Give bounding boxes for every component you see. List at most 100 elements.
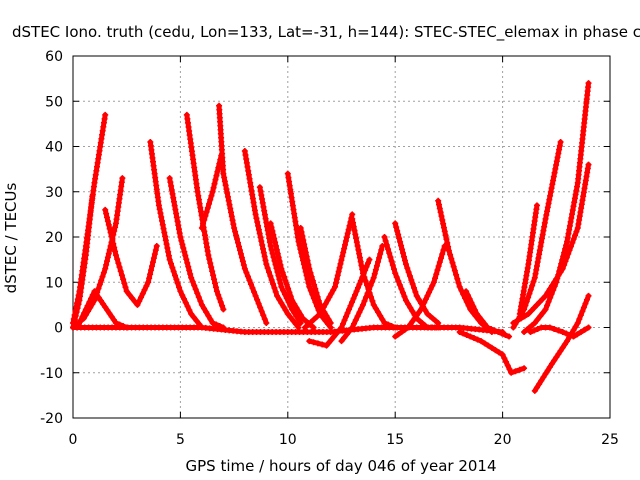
data-point-marker — [289, 306, 296, 313]
data-point-marker — [118, 272, 125, 279]
series-arc-11 — [241, 148, 302, 331]
data-point-marker — [311, 316, 318, 323]
data-point-marker — [439, 251, 446, 258]
series-arc-21 — [392, 220, 442, 326]
series-arc-13 — [267, 220, 317, 331]
data-point-marker — [168, 260, 175, 267]
data-point-marker — [292, 321, 299, 328]
data-point-marker — [302, 249, 309, 256]
data-point-marker — [129, 295, 136, 302]
data-point-marker — [301, 324, 308, 331]
data-point-marker — [562, 258, 569, 265]
data-point-marker — [354, 313, 361, 320]
data-point-marker — [346, 306, 353, 313]
data-point-marker — [189, 278, 196, 285]
data-point-marker — [415, 309, 422, 316]
data-point-marker — [547, 192, 554, 199]
data-point-marker — [343, 234, 350, 241]
data-point-marker — [563, 330, 570, 337]
data-point-marker — [396, 281, 403, 288]
data-point-marker — [525, 294, 532, 301]
data-point-marker — [526, 290, 533, 297]
data-point-marker — [389, 262, 396, 269]
data-point-marker — [523, 298, 530, 305]
data-point-marker — [328, 336, 335, 343]
data-point-marker — [97, 297, 104, 304]
data-point-marker — [318, 307, 325, 314]
x-tick-label: 15 — [386, 432, 404, 448]
data-point-marker — [442, 232, 449, 239]
data-point-marker — [379, 243, 386, 250]
data-point-marker — [508, 369, 515, 376]
data-point-marker — [565, 250, 572, 257]
data-point-marker — [460, 330, 467, 337]
data-point-marker — [366, 256, 373, 263]
data-point-marker — [359, 270, 366, 277]
data-point-marker — [450, 263, 457, 270]
data-point-marker — [201, 305, 208, 312]
data-point-marker — [172, 272, 179, 279]
data-point-marker — [212, 280, 219, 287]
data-point-marker — [436, 259, 443, 266]
y-tick-label: -20 — [40, 411, 63, 427]
data-point-marker — [310, 339, 317, 346]
data-point-marker — [585, 80, 592, 87]
data-point-marker — [276, 276, 283, 283]
data-point-marker — [543, 212, 550, 219]
data-point-marker — [212, 284, 219, 291]
data-point-marker — [146, 275, 153, 282]
data-point-marker — [267, 220, 274, 227]
data-point-marker — [182, 252, 189, 259]
data-point-marker — [317, 310, 324, 317]
series-arc-10 — [216, 102, 270, 326]
data-point-marker — [472, 307, 479, 314]
data-point-marker — [81, 310, 88, 317]
data-point-marker — [366, 286, 373, 293]
data-point-marker — [492, 347, 499, 354]
data-point-marker — [372, 305, 379, 312]
data-point-marker — [444, 239, 451, 246]
data-point-marker — [155, 202, 162, 209]
data-point-marker — [105, 250, 112, 257]
data-point-marker — [277, 261, 284, 268]
data-point-marker — [375, 309, 382, 316]
data-point-marker — [453, 271, 460, 278]
data-point-marker — [363, 294, 370, 301]
data-point-marker — [276, 296, 283, 303]
data-point-marker — [443, 236, 450, 243]
data-point-marker — [115, 260, 122, 267]
data-point-marker — [536, 298, 543, 305]
y-tick-label: 40 — [45, 140, 63, 156]
data-point-marker — [268, 276, 275, 283]
data-point-marker — [325, 316, 332, 323]
data-point-marker — [567, 243, 574, 250]
data-point-marker — [202, 212, 209, 219]
data-point-marker — [293, 313, 300, 320]
data-point-marker — [297, 224, 304, 231]
data-point-marker — [254, 296, 261, 303]
data-point-marker — [463, 332, 470, 339]
data-point-marker — [260, 245, 267, 252]
data-point-marker — [570, 236, 577, 243]
data-point-marker — [272, 239, 279, 246]
data-point-marker — [228, 209, 235, 216]
data-point-marker — [208, 192, 215, 199]
data-point-marker — [400, 253, 407, 260]
data-point-marker — [550, 177, 557, 184]
data-point-marker — [481, 321, 488, 328]
data-point-marker — [359, 301, 366, 308]
data-point-marker — [376, 254, 383, 261]
data-point-marker — [336, 264, 343, 271]
data-point-marker — [271, 257, 278, 264]
series-arc-28 — [516, 202, 540, 317]
data-point-marker — [410, 284, 417, 291]
data-point-marker — [576, 316, 583, 323]
data-point-marker — [170, 268, 177, 275]
data-point-marker — [387, 254, 394, 261]
data-point-marker — [440, 224, 447, 231]
data-point-marker — [149, 259, 156, 266]
data-point-marker — [394, 227, 401, 234]
data-point-marker — [185, 263, 192, 270]
data-point-marker — [448, 255, 455, 262]
data-point-marker — [307, 287, 314, 294]
